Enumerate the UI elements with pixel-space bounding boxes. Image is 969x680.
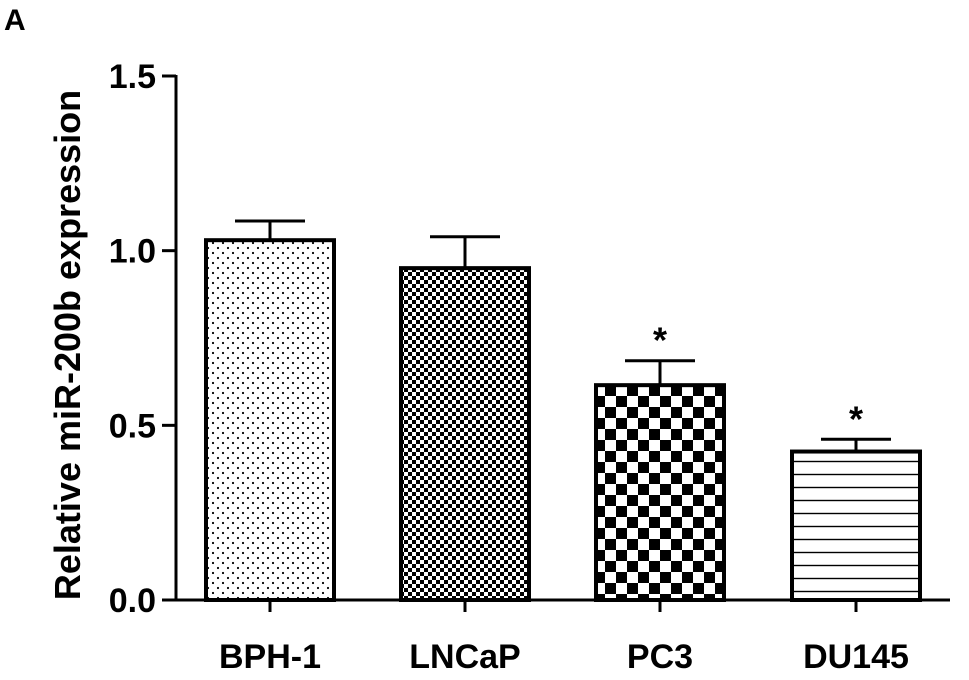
bar-lncap <box>399 266 531 602</box>
bar-du145 <box>790 449 922 602</box>
y-tick-label: 1.0 <box>109 233 156 271</box>
y-tick-label: 1.5 <box>109 58 156 96</box>
y-tick-label: 0.5 <box>109 407 156 445</box>
x-tick-label: PC3 <box>627 638 693 676</box>
y-axis-label: Relative miR-200b expression <box>47 90 88 600</box>
bar-bph-1 <box>204 238 336 602</box>
x-tick-label: BPH-1 <box>219 638 321 676</box>
significance-marker: * <box>653 320 667 361</box>
x-tick-labels: BPH-1 LNCaP PC3 DU145 <box>219 638 909 676</box>
panel-label: A <box>4 4 26 37</box>
bar-pc3 <box>594 383 726 602</box>
bars: ** <box>204 219 922 602</box>
y-tick-label: 0.0 <box>109 582 156 620</box>
x-tick-label: LNCaP <box>409 638 520 676</box>
significance-marker: * <box>849 398 863 439</box>
x-tick-label: DU145 <box>803 638 909 676</box>
